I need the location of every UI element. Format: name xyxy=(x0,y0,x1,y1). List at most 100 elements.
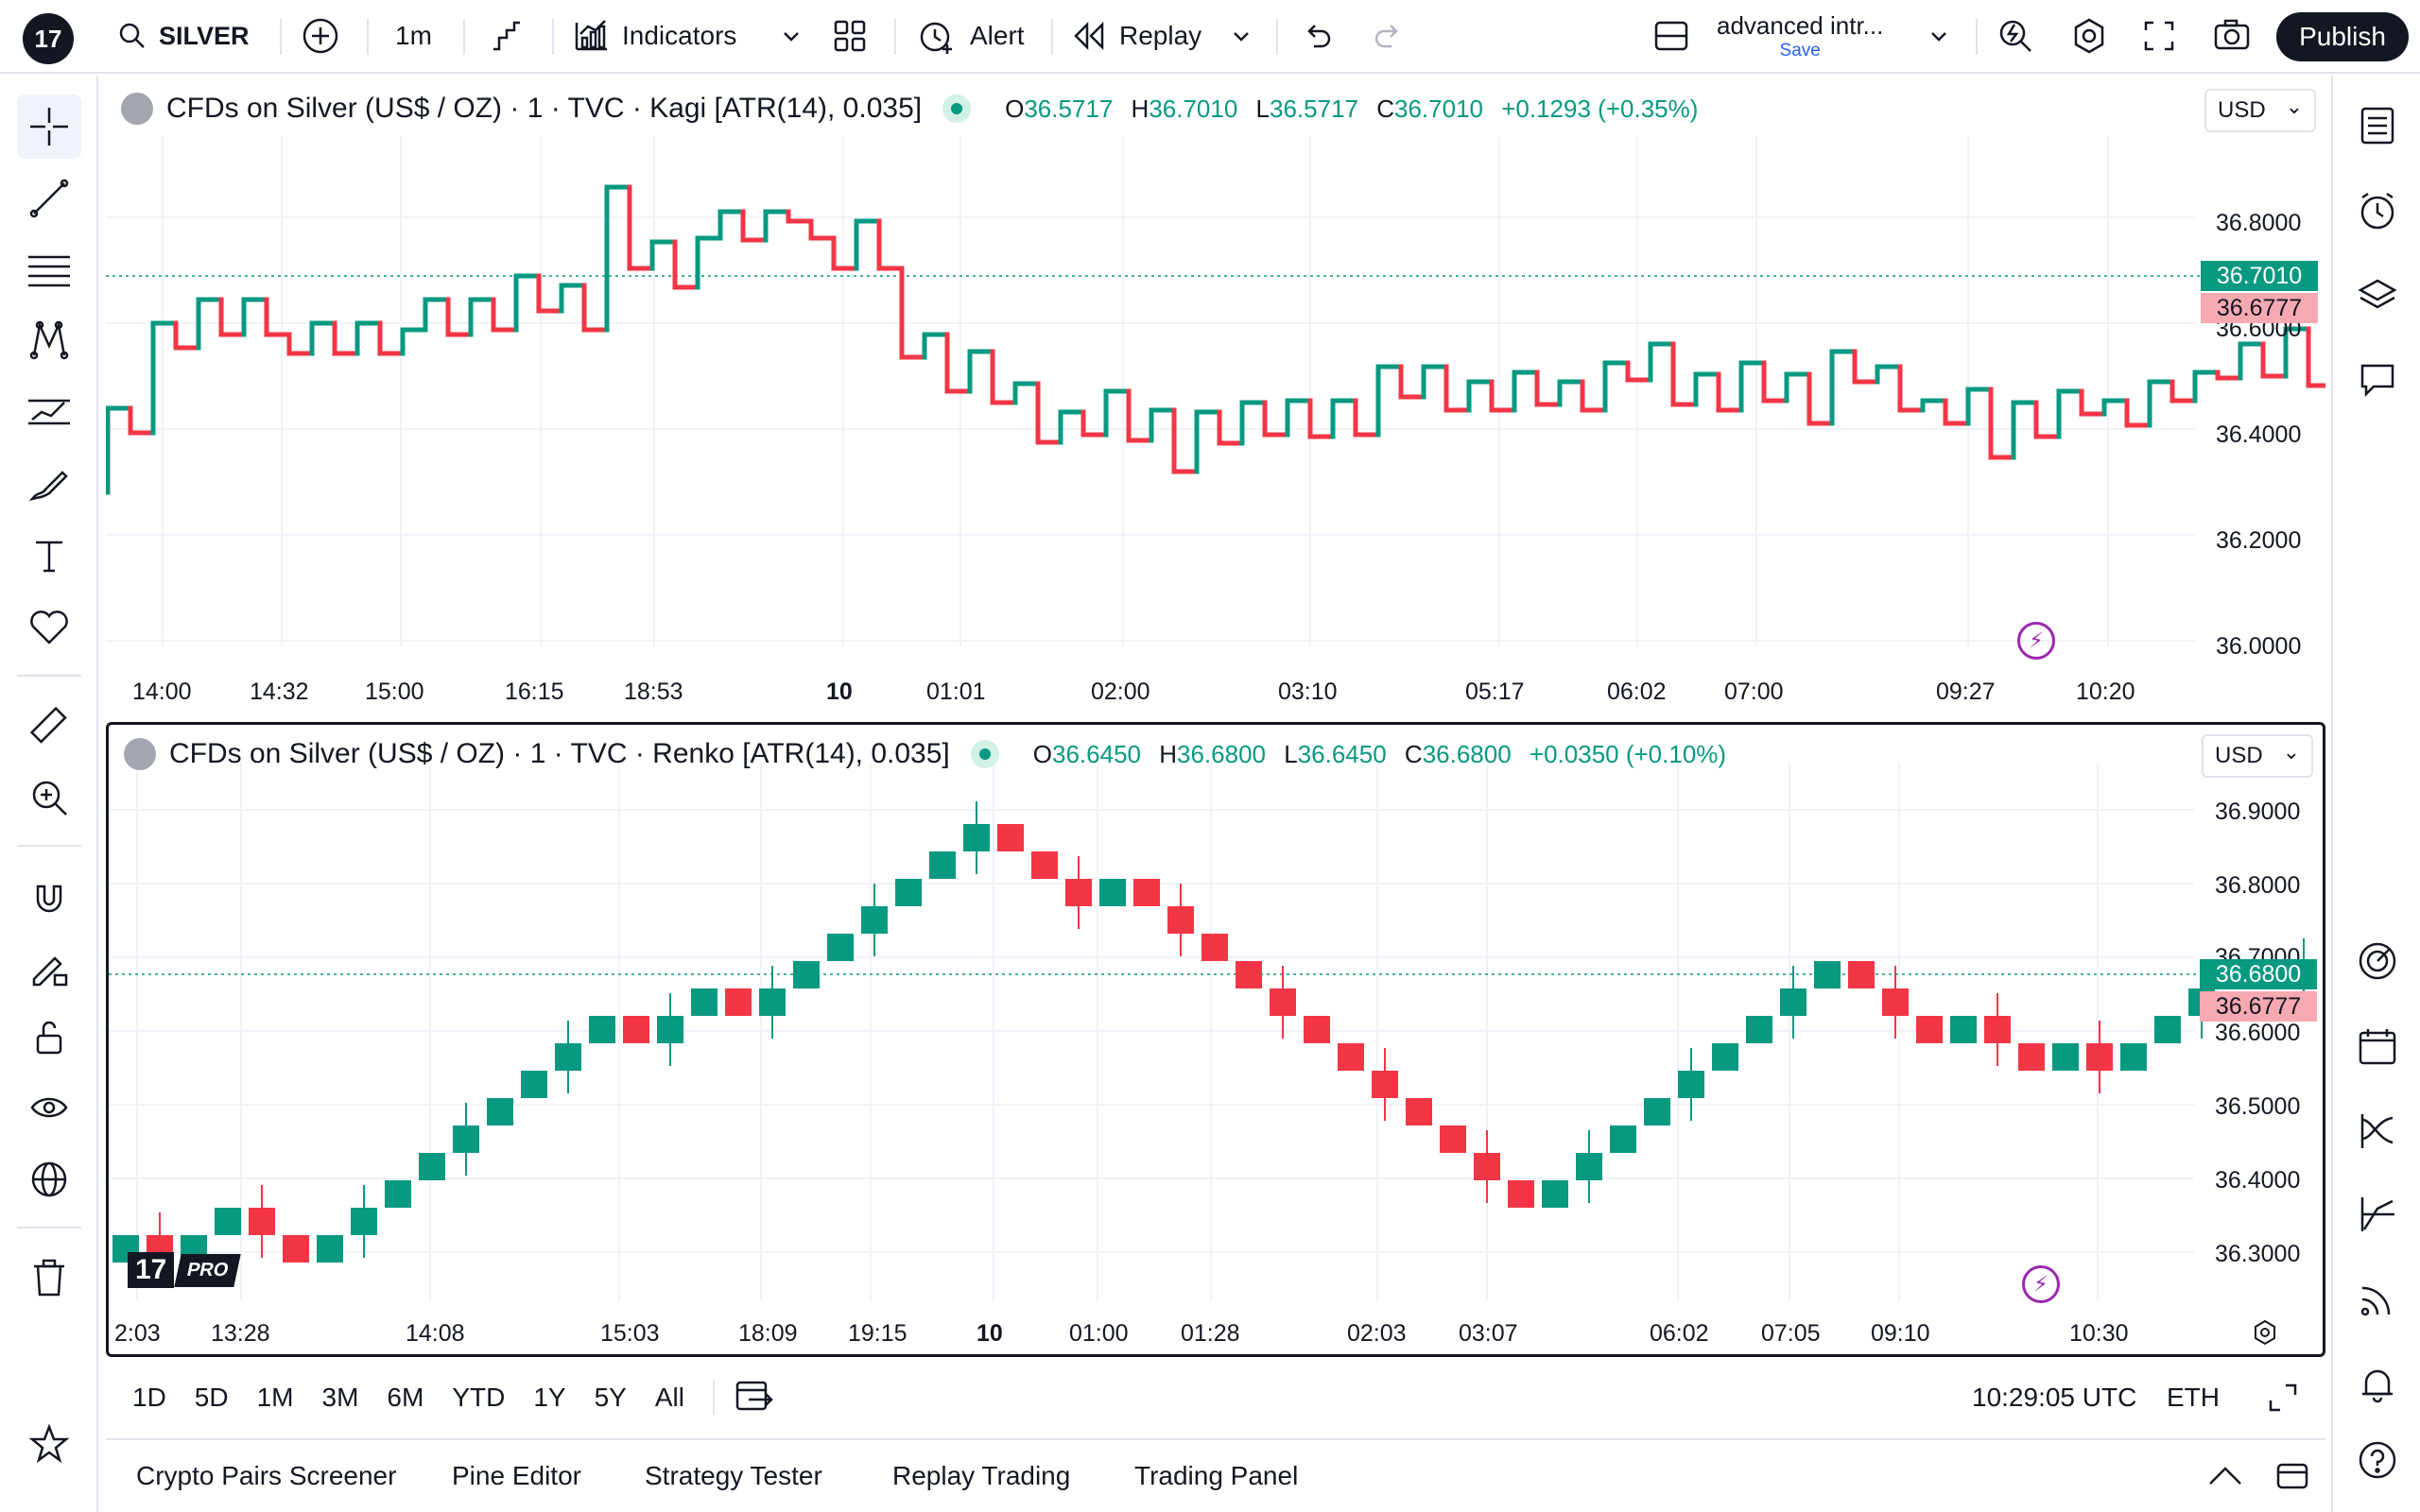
pattern-tool[interactable] xyxy=(17,308,81,372)
renko-chart-canvas[interactable] xyxy=(109,725,2323,1354)
magnet-icon xyxy=(36,885,62,913)
brush-tool[interactable] xyxy=(17,452,81,516)
replay-button[interactable]: Replay xyxy=(1072,0,1201,73)
tradingview-logo[interactable]: 17 xyxy=(23,13,74,64)
chart-type-button[interactable] xyxy=(488,0,526,73)
replay-dropdown[interactable] xyxy=(1231,0,1252,73)
hide-drawings-tool[interactable] xyxy=(17,1075,81,1140)
alert-button[interactable]: Alert xyxy=(917,0,1025,73)
favorites-tool[interactable] xyxy=(17,1412,81,1476)
undo-button[interactable] xyxy=(1301,0,1333,73)
range-6m[interactable]: 6M xyxy=(387,1383,424,1412)
remove-drawings-tool[interactable] xyxy=(17,1246,81,1310)
streams-button[interactable] xyxy=(2346,1268,2409,1331)
renko-chart-pane[interactable]: CFDs on Silver (US$ / OZ) · 1 · TVC · Re… xyxy=(106,722,2325,1357)
panel-layout-button[interactable] xyxy=(2274,1459,2310,1498)
lightning-search-icon xyxy=(1999,20,2031,52)
kagi-chart-pane[interactable]: CFDs on Silver (US$ / OZ) · 1 · TVC · Ka… xyxy=(106,79,2325,718)
goto-date-button[interactable] xyxy=(735,1379,773,1418)
publish-button[interactable]: Publish xyxy=(2276,12,2409,61)
horizontal-lines-icon xyxy=(28,255,70,287)
ruler-icon xyxy=(29,706,67,744)
fib-retracement-tool[interactable] xyxy=(17,238,81,302)
layout-dropdown[interactable] xyxy=(1928,0,1949,73)
renko-title[interactable]: CFDs on Silver (US$ / OZ) · 1 · TVC · Re… xyxy=(169,738,950,769)
undo-icon xyxy=(1307,25,1331,48)
range-all[interactable]: All xyxy=(654,1383,684,1412)
range-1m[interactable]: 1M xyxy=(256,1383,294,1412)
tab-pine-editor[interactable]: Pine Editor xyxy=(452,1461,581,1490)
axis-settings-button[interactable] xyxy=(2251,1318,2279,1351)
symbol-search-button[interactable]: SILVER xyxy=(117,0,250,73)
quick-search-button[interactable] xyxy=(1996,0,2034,73)
prediction-tool[interactable] xyxy=(17,380,81,444)
stay-in-drawing-mode-tool[interactable] xyxy=(17,936,81,1000)
redo-button[interactable] xyxy=(1373,0,1405,73)
compare-symbol-button[interactable] xyxy=(301,0,340,73)
measure-tool[interactable] xyxy=(17,694,81,758)
alerts-button[interactable] xyxy=(2346,180,2409,242)
pine-screener-button[interactable] xyxy=(2346,1183,2409,1246)
renko-brick-up xyxy=(521,1071,547,1098)
lock-drawings-tool[interactable] xyxy=(17,1005,81,1070)
silver-symbol-icon xyxy=(121,93,153,125)
range-5d[interactable]: 5D xyxy=(194,1383,229,1412)
tradingview-pro-watermark: 17 PRO xyxy=(128,1252,242,1288)
kagi-title[interactable]: CFDs on Silver (US$ / OZ) · 1 · TVC · Ka… xyxy=(166,93,923,124)
magnet-tool[interactable] xyxy=(17,866,81,930)
text-tool[interactable] xyxy=(17,524,81,588)
renko-brick-down xyxy=(1984,1016,2011,1043)
object-tree-tool[interactable] xyxy=(17,1147,81,1211)
zoom-tool[interactable] xyxy=(17,765,81,830)
indicators-label: Indicators xyxy=(622,21,737,50)
renko-brick-up xyxy=(793,961,820,988)
trend-line-tool[interactable] xyxy=(17,166,81,231)
session-toggle[interactable]: ETH xyxy=(2167,1383,2220,1412)
tab-strategy-tester[interactable]: Strategy Tester xyxy=(645,1461,822,1490)
data-window-button[interactable] xyxy=(2346,265,2409,327)
layout-name-button[interactable]: advanced intr... Save xyxy=(1717,0,1883,73)
layout-manager-icon-button[interactable] xyxy=(1652,0,1690,73)
time-label: 06:02 xyxy=(1607,679,1667,705)
tab-trading-panel[interactable]: Trading Panel xyxy=(1134,1461,1299,1490)
renko-currency-select[interactable]: USD xyxy=(2202,734,2313,778)
indicators-dropdown[interactable] xyxy=(781,0,802,73)
range-1d[interactable]: 1D xyxy=(132,1383,166,1412)
notifications-button[interactable] xyxy=(2346,1353,2409,1416)
indicators-button[interactable]: Indicators xyxy=(573,0,736,73)
hotlists-button[interactable] xyxy=(2346,1100,2409,1162)
settings-button[interactable] xyxy=(2070,0,2108,73)
calendar-button[interactable] xyxy=(2346,1015,2409,1077)
crosshair-tool[interactable] xyxy=(17,94,81,159)
gear-icon xyxy=(2074,18,2104,54)
collapse-panel-button[interactable] xyxy=(2206,1459,2244,1498)
grid-layout-icon xyxy=(834,20,866,52)
layouts-button[interactable] xyxy=(832,0,868,73)
range-3m[interactable]: 3M xyxy=(321,1383,359,1412)
tab-replay-trading[interactable]: Replay Trading xyxy=(892,1461,1071,1490)
symbol-name: SILVER xyxy=(159,21,250,50)
tab-crypto-pairs-screener[interactable]: Crypto Pairs Screener xyxy=(136,1461,397,1490)
time-label: 10:30 xyxy=(2069,1320,2129,1347)
fullscreen-button[interactable] xyxy=(2142,0,2176,73)
lightning-icon[interactable]: ⚡ xyxy=(2022,1265,2060,1303)
icon-tool[interactable] xyxy=(17,595,81,660)
chats-button[interactable] xyxy=(2346,350,2409,412)
time-label: 07:00 xyxy=(1724,679,1784,705)
kagi-chart-canvas[interactable] xyxy=(106,79,2325,718)
replay-label: Replay xyxy=(1119,21,1202,50)
range-ytd[interactable]: YTD xyxy=(452,1383,506,1412)
kagi-currency-select[interactable]: USD xyxy=(2204,89,2316,132)
lightning-icon[interactable]: ⚡ xyxy=(2017,622,2055,660)
snapshot-button[interactable] xyxy=(2212,0,2252,73)
star-icon xyxy=(28,1423,70,1464)
help-button[interactable] xyxy=(2346,1429,2409,1491)
maximize-pane-button[interactable] xyxy=(2267,1382,2299,1418)
interval-button[interactable]: 1m xyxy=(395,21,432,50)
ideas-button[interactable] xyxy=(2346,930,2409,992)
watchlist-button[interactable] xyxy=(2346,94,2409,157)
range-1y[interactable]: 1Y xyxy=(533,1383,566,1412)
utc-clock[interactable]: 10:29:05 UTC xyxy=(1972,1383,2137,1412)
range-5y[interactable]: 5Y xyxy=(594,1383,627,1412)
drawing-toolbar xyxy=(0,76,98,1512)
